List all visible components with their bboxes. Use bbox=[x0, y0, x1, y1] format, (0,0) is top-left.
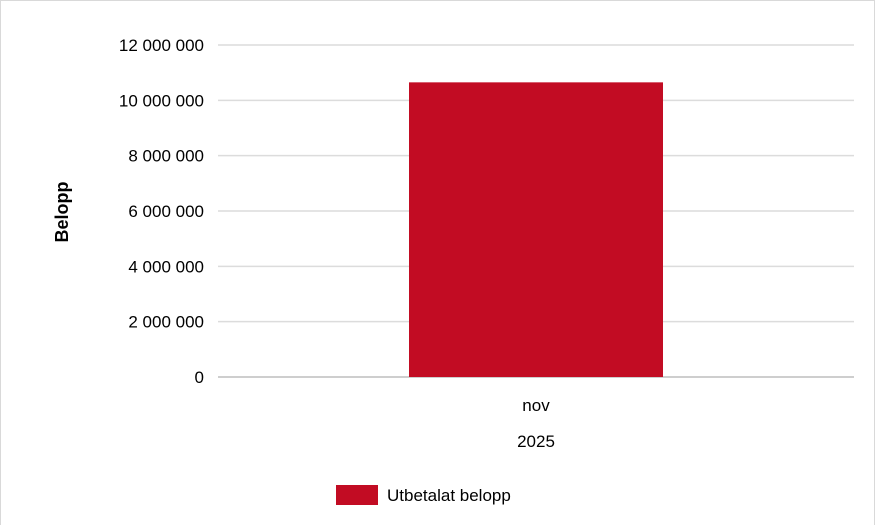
bar-nov[interactable] bbox=[409, 82, 663, 377]
y-tick-label: 10 000 000 bbox=[119, 91, 204, 110]
bars bbox=[409, 82, 663, 377]
legend-swatch bbox=[336, 485, 378, 505]
x-tick-label: nov bbox=[522, 396, 550, 415]
y-tick-label: 6 000 000 bbox=[128, 202, 204, 221]
y-tick-label: 12 000 000 bbox=[119, 36, 204, 55]
y-tick-label: 0 bbox=[195, 368, 204, 387]
y-tick-labels: 0 2 000 000 4 000 000 6 000 000 8 000 000 10 … bbox=[119, 36, 204, 387]
x-tick-labels: nov bbox=[522, 396, 550, 415]
legend-label: Utbetalat belopp bbox=[387, 486, 511, 505]
x-group-label: 2025 bbox=[517, 432, 555, 451]
y-tick-label: 4 000 000 bbox=[128, 257, 204, 276]
y-tick-label: 8 000 000 bbox=[128, 147, 204, 166]
legend[interactable]: Utbetalat belopp bbox=[336, 485, 511, 505]
y-axis-label: Belopp bbox=[52, 181, 72, 242]
y-tick-label: 2 000 000 bbox=[128, 313, 204, 332]
